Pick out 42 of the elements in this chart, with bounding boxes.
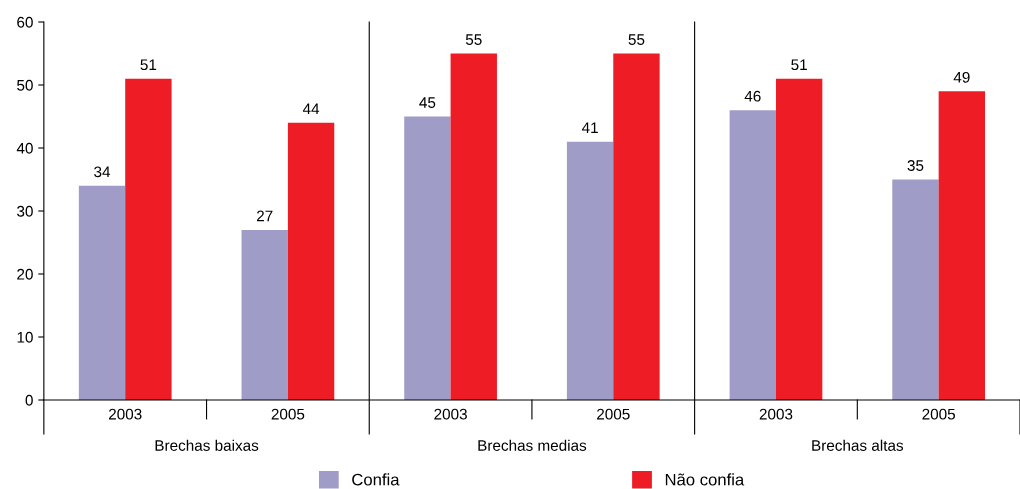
legend-label: Não confia [665, 473, 745, 486]
x-tick-label: 2005 [922, 408, 956, 420]
x-tick-label: 2003 [759, 408, 793, 420]
bar [892, 179, 939, 400]
y-tick-label: 0 [25, 394, 33, 406]
x-tick-label: 2005 [597, 408, 630, 420]
data-label: 51 [791, 59, 807, 71]
bar [566, 141, 614, 400]
data-label: 41 [581, 122, 598, 133]
data-label: 46 [744, 90, 761, 102]
text: Brechas altas [812, 439, 904, 451]
bar [775, 78, 823, 400]
data-label: 55 [465, 34, 482, 45]
bar [78, 185, 126, 400]
bar [450, 53, 497, 400]
y-tick-label: 40 [16, 142, 33, 154]
y-tick-label: 10 [17, 331, 33, 343]
x-tick-label: 2003 [434, 408, 467, 420]
bar [729, 110, 776, 400]
x-tick-label: 2005 [271, 408, 305, 420]
data-label: 49 [953, 71, 970, 83]
legend-label: Confia [352, 473, 400, 486]
text: Brechas baixas [155, 439, 259, 451]
x-tick-label: 2003 [108, 408, 142, 420]
y-tick-label: 30 [17, 205, 33, 217]
data-label: 45 [419, 97, 436, 108]
y-tick-label: 60 [17, 16, 33, 28]
y-tick-label: 50 [17, 79, 33, 91]
bar [241, 229, 288, 400]
text: Brechas medias [478, 439, 587, 451]
data-label: 27 [256, 210, 273, 222]
bar [938, 91, 986, 400]
data-label: 51 [140, 59, 157, 71]
bar [404, 116, 451, 400]
bar [287, 122, 335, 400]
data-label: 35 [907, 160, 924, 171]
data-label: 34 [94, 166, 111, 178]
bar [613, 53, 660, 400]
y-tick-label: 20 [17, 268, 33, 280]
data-label: 55 [628, 34, 645, 45]
bar [125, 78, 172, 400]
data-label: 44 [302, 103, 320, 115]
